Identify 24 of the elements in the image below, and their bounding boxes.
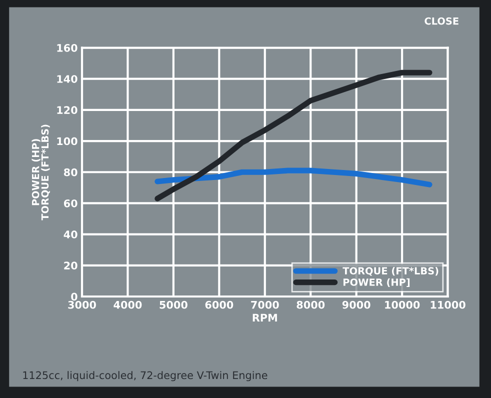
y-tick-label: 140: [57, 75, 78, 83]
y-tick-label: 0: [71, 292, 78, 301]
y-tick-label: 160: [57, 44, 78, 52]
y-axis-title: POWER (HP) TORQUE (FT*LBS): [32, 124, 50, 220]
x-axis-title: RPM: [252, 314, 277, 322]
text: CLOSE: [424, 17, 458, 25]
y-tick-label: 120: [57, 106, 78, 114]
legend-label: POWER (HP]: [344, 278, 410, 288]
x-tick-label: 11000: [430, 300, 466, 309]
x-tick-label: 3000: [68, 300, 96, 309]
x-tick-label: 9000: [342, 300, 370, 309]
x-tick-label: 10000: [385, 300, 420, 309]
x-tick-label: 6000: [205, 300, 234, 309]
x-tick-label: 7000: [251, 300, 279, 309]
y-tick-label: 20: [64, 262, 78, 270]
x-tick-label: 4000: [114, 300, 142, 309]
text: 1125cc, liquid-cooled, 72-degree V-Twin Engine: [23, 371, 268, 382]
y-tick-label: 40: [64, 230, 78, 238]
x-tick-label: 8000: [296, 300, 325, 309]
legend-label: TORQUE (FT*LBS): [342, 267, 438, 276]
x-tick-label: 5000: [160, 300, 188, 309]
y-tick-label: 100: [57, 137, 78, 146]
y-tick-label: 80: [64, 168, 78, 176]
y-tick-label: 60: [64, 199, 78, 208]
